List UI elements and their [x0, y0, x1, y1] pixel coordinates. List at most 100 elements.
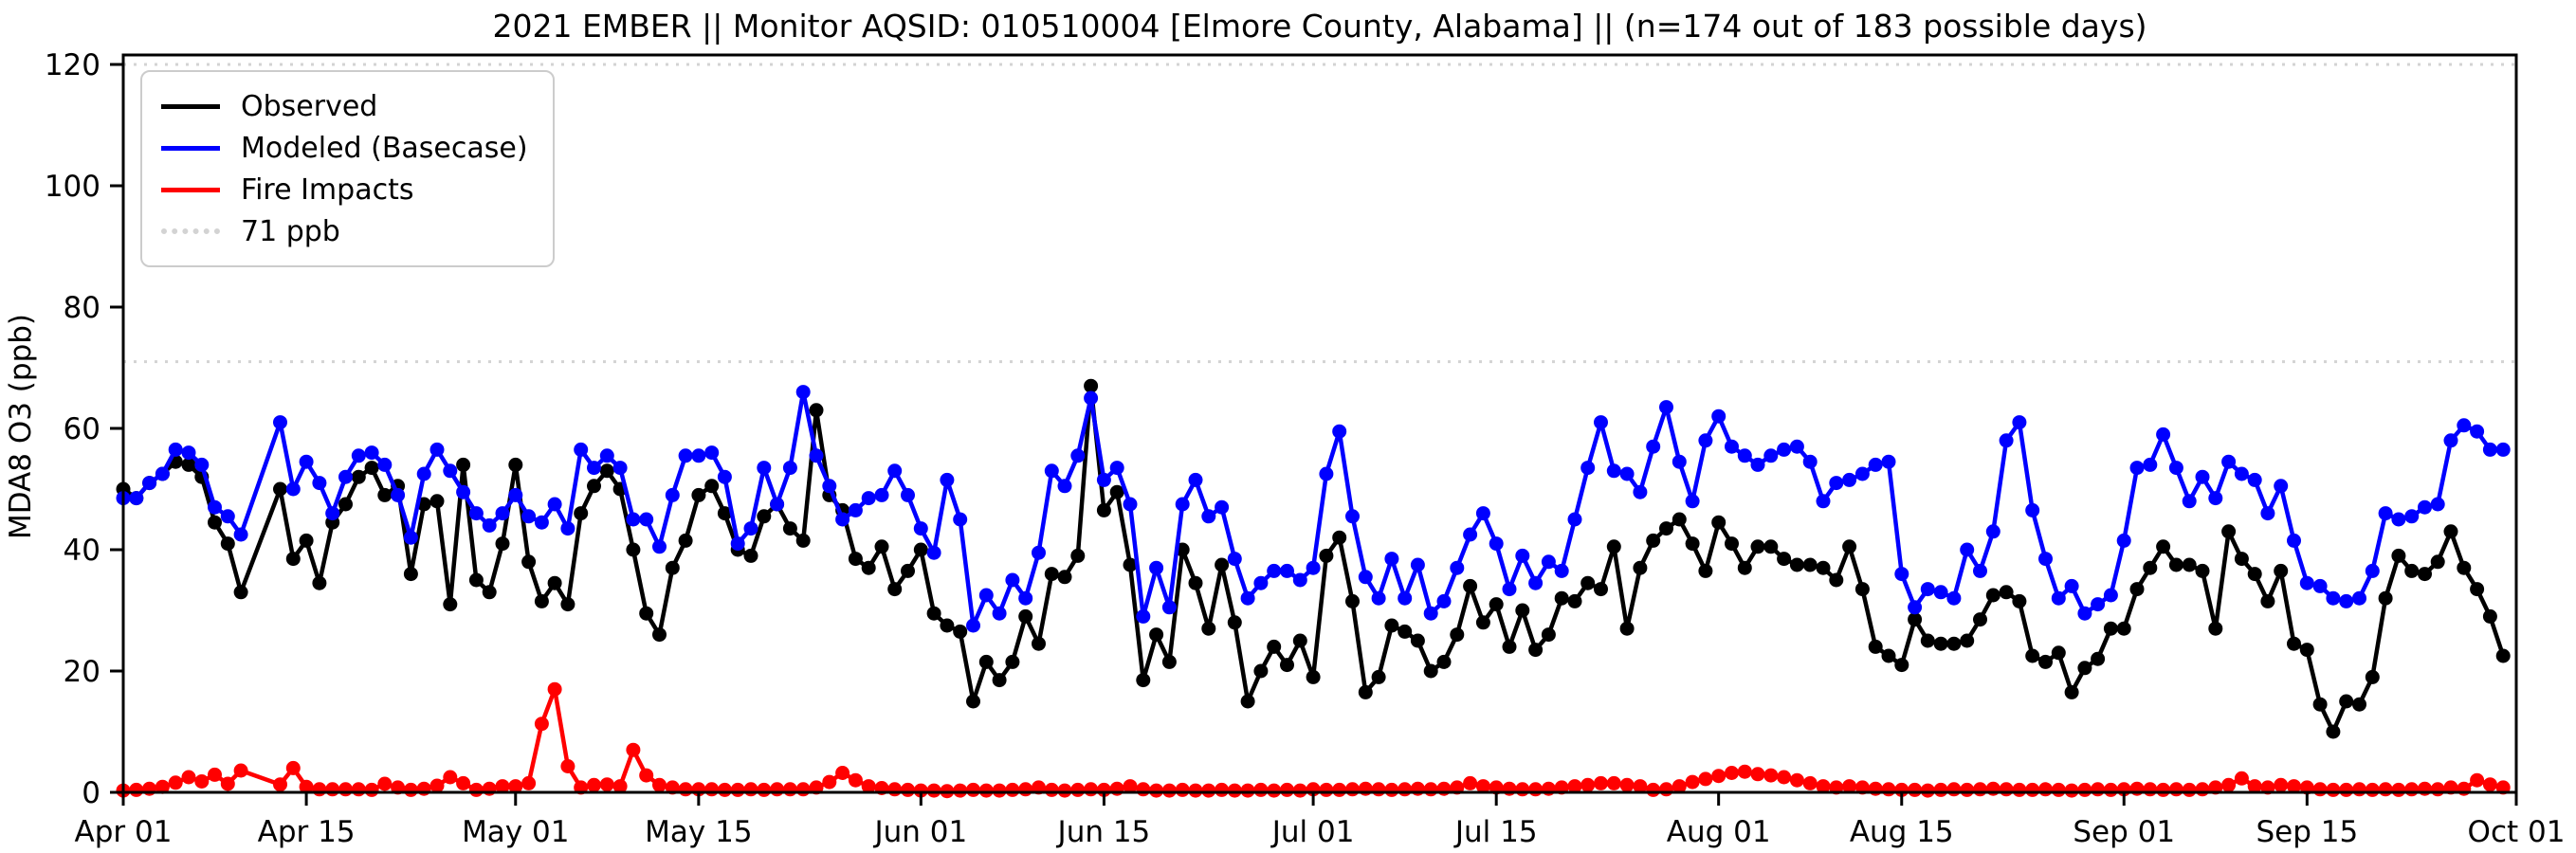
- data-point: [2038, 654, 2053, 669]
- data-point: [1854, 466, 1870, 481]
- legend-line-sample: [161, 228, 220, 234]
- x-tick-label: Sep 15: [2256, 815, 2358, 849]
- data-point: [1646, 439, 1661, 454]
- data-point: [992, 673, 1007, 688]
- x-tick-label: Oct 01: [2468, 815, 2566, 849]
- data-point: [1789, 772, 1804, 788]
- data-point: [299, 779, 314, 794]
- data-point: [770, 782, 785, 797]
- data-point: [2287, 533, 2301, 548]
- data-point: [2391, 512, 2406, 527]
- data-point: [822, 774, 837, 789]
- data-point: [2156, 426, 2171, 442]
- data-point: [391, 487, 406, 502]
- data-point: [2352, 697, 2366, 712]
- data-point: [1711, 408, 1726, 424]
- data-point: [1763, 539, 1779, 554]
- data-point: [2274, 563, 2289, 578]
- data-point: [2339, 593, 2354, 608]
- data-point: [2064, 684, 2079, 699]
- data-point: [129, 782, 144, 797]
- data-point: [953, 783, 968, 798]
- data-point: [1580, 777, 1596, 792]
- data-point: [1123, 497, 1138, 512]
- data-point: [1475, 615, 1490, 630]
- data-point: [599, 448, 614, 463]
- data-point: [861, 779, 876, 794]
- data-point: [1894, 658, 1909, 673]
- data-point: [2116, 533, 2131, 548]
- data-point: [1489, 536, 1504, 552]
- data-point: [665, 487, 680, 502]
- data-point: [1201, 783, 1216, 798]
- data-point: [1881, 648, 1896, 663]
- data-point: [351, 782, 366, 797]
- data-point: [1920, 582, 1935, 597]
- data-point: [1854, 582, 1870, 597]
- data-point: [1267, 783, 1282, 798]
- x-tick-label: Jul 01: [1270, 815, 1355, 849]
- y-tick-label: 20: [64, 655, 100, 689]
- legend-line-sample: [161, 103, 220, 109]
- data-point: [1450, 627, 1465, 643]
- data-point: [2287, 636, 2301, 651]
- data-point: [835, 512, 850, 527]
- data-point: [2195, 469, 2210, 484]
- data-point: [901, 563, 915, 578]
- data-point: [1737, 448, 1752, 463]
- data-point: [1816, 779, 1831, 794]
- data-point: [208, 499, 222, 515]
- data-point: [1227, 615, 1242, 630]
- data-point: [1136, 608, 1151, 624]
- data-point: [1384, 552, 1399, 567]
- data-point: [2091, 651, 2106, 666]
- data-point: [547, 681, 562, 697]
- data-point: [1502, 639, 1517, 654]
- data-point: [940, 472, 955, 487]
- data-point: [351, 448, 366, 463]
- data-point: [1842, 779, 1857, 794]
- data-point: [1829, 476, 1844, 491]
- data-point: [1161, 783, 1177, 798]
- data-point: [1973, 612, 1987, 627]
- data-point: [1188, 575, 1203, 590]
- data-point: [2299, 643, 2314, 658]
- data-point: [1515, 548, 1530, 563]
- data-point: [1358, 684, 1373, 699]
- data-point: [2091, 782, 2106, 797]
- data-point: [782, 521, 797, 536]
- data-point: [181, 457, 196, 472]
- data-point: [678, 782, 693, 797]
- data-point: [574, 442, 589, 457]
- data-point: [2168, 461, 2183, 476]
- data-point: [1175, 497, 1190, 512]
- data-point: [1253, 782, 1269, 797]
- data-point: [2312, 578, 2328, 593]
- data-point: [599, 777, 614, 792]
- data-point: [208, 515, 222, 530]
- data-point: [1985, 524, 2001, 539]
- data-point: [861, 491, 876, 506]
- data-point: [1005, 572, 1020, 588]
- data-point: [1358, 570, 1373, 585]
- data-point: [1345, 509, 1360, 524]
- data-point: [1946, 590, 1962, 606]
- data-point: [1084, 782, 1099, 797]
- data-point: [2051, 590, 2066, 606]
- data-point: [285, 552, 301, 567]
- data-point: [2077, 606, 2092, 621]
- data-point: [599, 463, 614, 479]
- data-point: [652, 627, 667, 643]
- data-point: [2103, 782, 2118, 797]
- data-point: [312, 782, 327, 797]
- data-point: [1606, 539, 1621, 554]
- y-tick-label: 60: [64, 412, 100, 446]
- x-tick-label: May 15: [645, 815, 752, 849]
- data-point: [887, 463, 903, 479]
- data-point: [443, 770, 458, 785]
- data-point: [1423, 782, 1438, 797]
- data-point: [757, 782, 772, 797]
- data-point: [1096, 472, 1111, 487]
- data-point: [1201, 621, 1216, 636]
- data-point: [978, 588, 994, 603]
